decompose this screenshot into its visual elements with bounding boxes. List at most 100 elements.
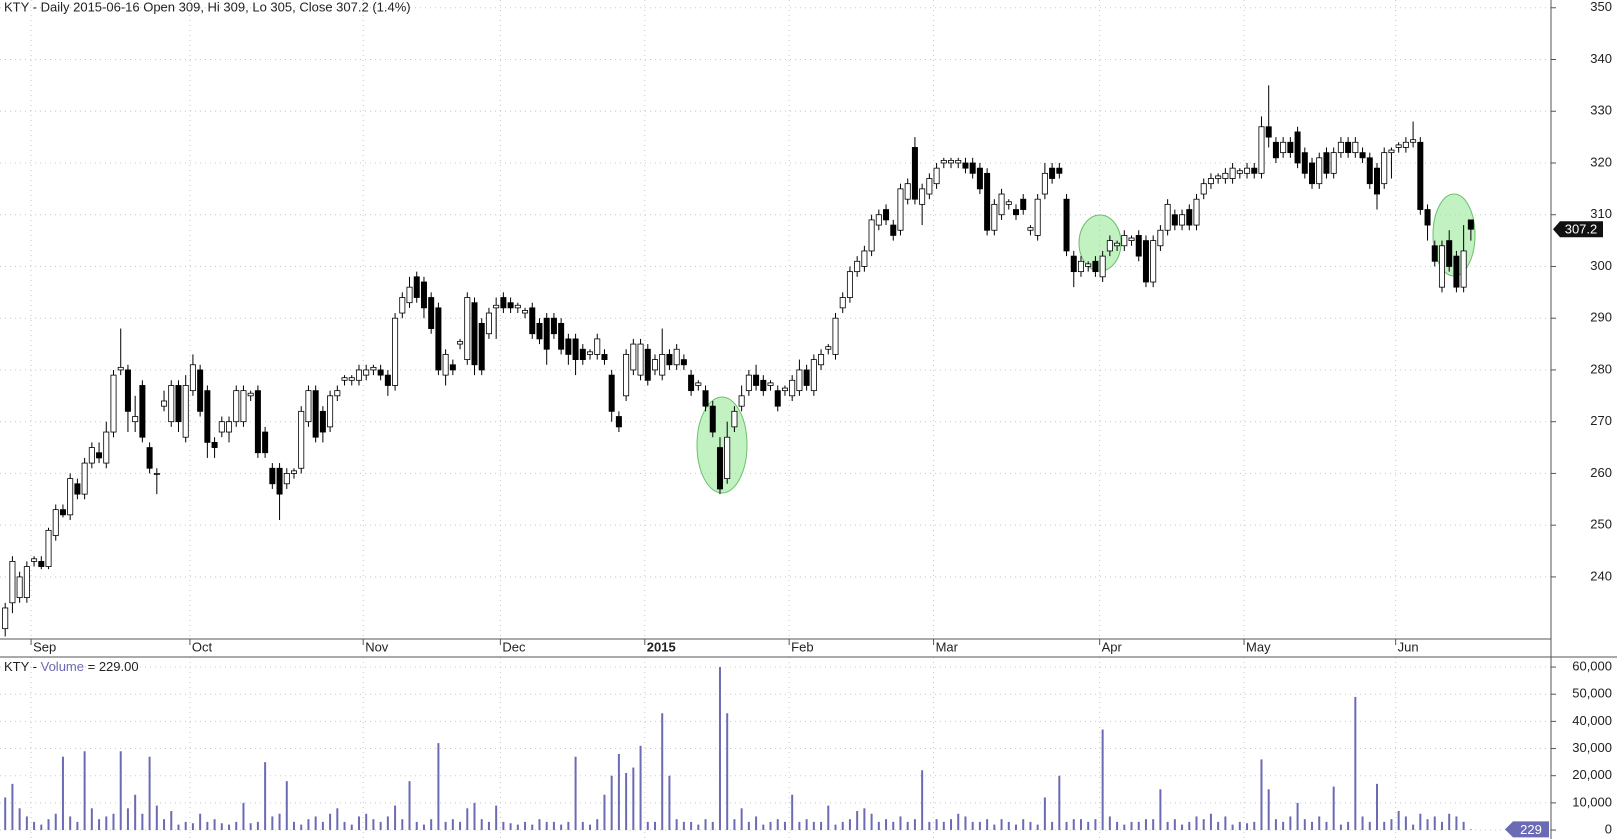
- candle-body: [1207, 178, 1214, 185]
- candle-body: [1388, 149, 1395, 154]
- volume-bar: [83, 751, 86, 831]
- candle-body: [709, 405, 716, 433]
- candle-body: [1366, 157, 1373, 185]
- candle-body: [587, 351, 594, 355]
- volume-bar: [848, 819, 851, 831]
- x-tick-label: 2015: [647, 639, 676, 654]
- candle-body: [558, 322, 565, 350]
- candle-body: [507, 302, 514, 309]
- volume-bar: [899, 816, 902, 831]
- volume-bar: [105, 816, 108, 831]
- y-tick-label: 270: [1590, 413, 1612, 428]
- candle-body: [1171, 214, 1178, 226]
- x-tick-label: Mar: [936, 639, 959, 654]
- volume-bar: [357, 816, 360, 831]
- candle-body: [1114, 242, 1121, 247]
- volume-title-field: Volume: [41, 659, 84, 674]
- candle-body: [1005, 201, 1012, 205]
- volume-bar: [610, 775, 613, 831]
- candle-body: [283, 473, 290, 485]
- volume-bar: [1181, 824, 1184, 831]
- candle-body: [290, 470, 297, 474]
- candle-body: [1135, 235, 1142, 257]
- volume-bar: [516, 824, 519, 831]
- candle-body: [204, 390, 211, 443]
- candle-body: [38, 560, 45, 567]
- candle-body: [883, 209, 890, 221]
- volume-bar: [1469, 829, 1472, 831]
- candle-body: [615, 416, 622, 428]
- volume-bar: [1361, 816, 1364, 831]
- candle-body: [962, 162, 969, 169]
- volume-bar: [1426, 819, 1429, 831]
- volume-bar: [509, 823, 512, 831]
- candle-body: [1244, 167, 1251, 174]
- candle-body: [348, 377, 355, 381]
- x-tick-label: May: [1246, 639, 1271, 654]
- candle-body: [550, 317, 557, 335]
- volume-bar: [300, 824, 303, 831]
- candle-body: [485, 312, 492, 335]
- volume-bar: [430, 819, 433, 831]
- y-tick-label: 260: [1590, 465, 1612, 480]
- volume-title-value: = 229.00: [88, 659, 139, 674]
- candle-body: [919, 188, 926, 205]
- volume-bar: [581, 821, 584, 831]
- candle-body: [644, 348, 651, 381]
- volume-bar: [841, 821, 844, 831]
- volume-bar: [740, 808, 743, 831]
- volume-bar: [422, 824, 425, 831]
- candle-body: [500, 297, 507, 309]
- candle-body: [861, 250, 868, 267]
- candle-body: [1020, 198, 1027, 210]
- candle-body: [767, 382, 774, 386]
- y-tick-label: 340: [1590, 51, 1612, 66]
- volume-bar: [1318, 816, 1321, 831]
- volume-bar: [480, 819, 483, 831]
- candle-body: [774, 390, 781, 407]
- candle-body: [1193, 198, 1200, 226]
- volume-bar: [264, 762, 267, 831]
- volume-bar: [141, 813, 144, 831]
- candle-body: [601, 354, 608, 360]
- volume-bar: [986, 819, 989, 831]
- volume-bar: [921, 770, 924, 831]
- volume-bar: [495, 805, 498, 831]
- volume-bar: [1000, 819, 1003, 831]
- candle-body: [543, 317, 550, 350]
- x-tick-label: Oct: [192, 639, 213, 654]
- candle-body: [1301, 152, 1308, 174]
- volume-bar: [639, 745, 642, 831]
- candle-body: [998, 193, 1005, 216]
- volume-bar: [1188, 821, 1191, 831]
- volume-bar: [668, 775, 671, 831]
- y-tick-label: 60,000: [1572, 658, 1612, 673]
- y-tick-label: 0: [1605, 821, 1612, 836]
- candle-body: [753, 374, 760, 386]
- volume-bar: [314, 816, 317, 831]
- candle-body: [716, 447, 723, 490]
- candle-body: [803, 369, 810, 386]
- candle-body: [457, 341, 464, 345]
- candle-body: [1352, 141, 1359, 154]
- volume-bar: [11, 783, 14, 831]
- volume-bar: [1202, 819, 1205, 831]
- candle-body: [1410, 139, 1417, 143]
- volume-bar: [249, 823, 252, 831]
- volume-bar: [401, 819, 404, 831]
- volume-bar: [906, 821, 909, 831]
- volume-bar: [942, 821, 945, 831]
- candle-body: [789, 379, 796, 397]
- candle-body: [1330, 152, 1337, 174]
- volume-bar: [589, 824, 592, 831]
- volume-bar: [90, 808, 93, 831]
- candle-body: [1049, 167, 1056, 179]
- candle-body: [630, 343, 637, 371]
- candle-body: [363, 369, 370, 376]
- candle-body: [1287, 141, 1294, 154]
- volume-bar: [336, 808, 339, 831]
- volume-bar: [1238, 821, 1241, 831]
- candle-body: [31, 558, 38, 562]
- volume-bar: [877, 821, 880, 831]
- candle-body: [1467, 219, 1474, 230]
